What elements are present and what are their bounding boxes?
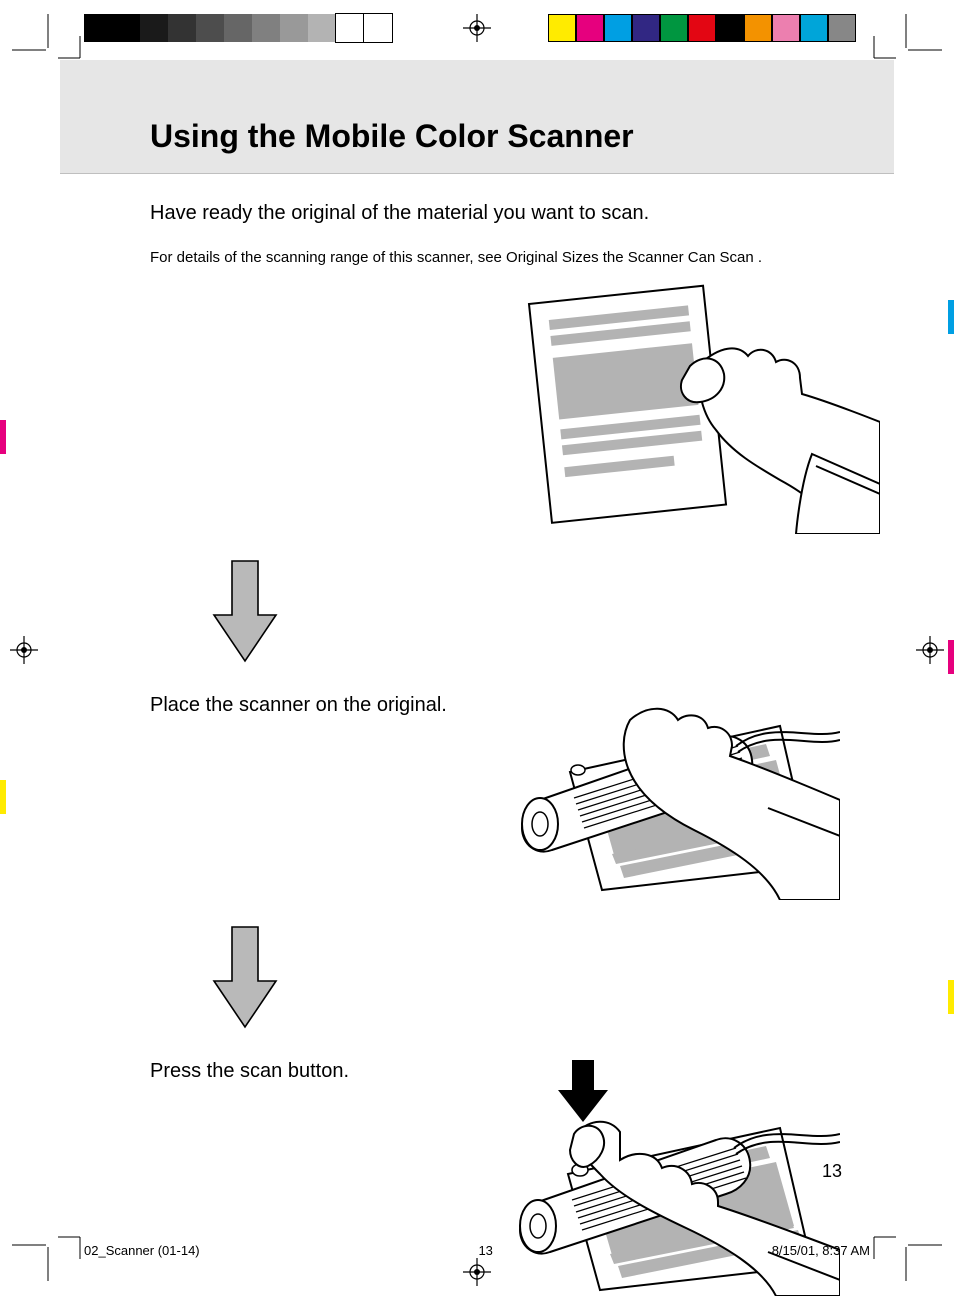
page-title: Using the Mobile Color Scanner <box>150 118 894 155</box>
grayscale-swatch <box>336 14 364 42</box>
page-number: 13 <box>822 1161 842 1182</box>
footer-center: 13 <box>478 1243 492 1258</box>
color-swatch <box>716 14 744 42</box>
side-tick <box>948 980 954 1014</box>
color-swatch <box>548 14 576 42</box>
color-swatch <box>828 14 856 42</box>
grayscale-swatch <box>196 14 224 42</box>
footer-left: 02_Scanner (01-14) <box>84 1243 200 1258</box>
sub-text: For details of the scanning range of thi… <box>150 249 854 266</box>
illustration-press-button <box>480 1056 854 1301</box>
side-tick <box>0 780 6 814</box>
grayscale-swatch <box>112 14 140 42</box>
flow-arrow-1 <box>210 557 854 672</box>
grayscale-swatch <box>364 14 392 42</box>
step-2-text: Place the scanner on the original. <box>150 690 480 717</box>
registration-mark-top <box>463 14 491 42</box>
color-swatch <box>800 14 828 42</box>
grayscale-swatch <box>308 14 336 42</box>
grayscale-swatch <box>168 14 196 42</box>
color-swatch <box>604 14 632 42</box>
registration-mark-right <box>916 636 944 664</box>
color-swatch <box>744 14 772 42</box>
crop-mark-bl <box>12 1231 62 1286</box>
grayscale-swatch <box>224 14 252 42</box>
grayscale-swatch <box>280 14 308 42</box>
title-block: Using the Mobile Color Scanner <box>60 60 894 174</box>
illustration-place-scanner <box>480 690 854 905</box>
color-swatch <box>576 14 604 42</box>
flow-arrow-2 <box>210 923 854 1038</box>
grayscale-swatch <box>84 14 112 42</box>
crop-mark-tl <box>12 14 62 69</box>
footer-right: 8/15/01, 8:37 AM <box>772 1243 870 1258</box>
grayscale-swatch <box>252 14 280 42</box>
page-content: Using the Mobile Color Scanner Have read… <box>60 60 894 1200</box>
print-footer: 02_Scanner (01-14) 13 8/15/01, 8:37 AM <box>84 1243 870 1258</box>
color-swatch <box>660 14 688 42</box>
color-swatch <box>772 14 800 42</box>
color-swatch <box>632 14 660 42</box>
crop-mark-tr <box>892 14 942 69</box>
step-3-text: Press the scan button. <box>150 1056 480 1083</box>
intro-text: Have ready the original of the material … <box>150 202 854 225</box>
registration-mark-left <box>10 636 38 664</box>
illustration-hold-original <box>480 284 880 539</box>
crop-mark-br <box>892 1231 942 1286</box>
color-swatch <box>688 14 716 42</box>
side-tick <box>948 300 954 334</box>
side-tick <box>948 640 954 674</box>
side-tick <box>0 420 6 454</box>
grayscale-swatch <box>140 14 168 42</box>
